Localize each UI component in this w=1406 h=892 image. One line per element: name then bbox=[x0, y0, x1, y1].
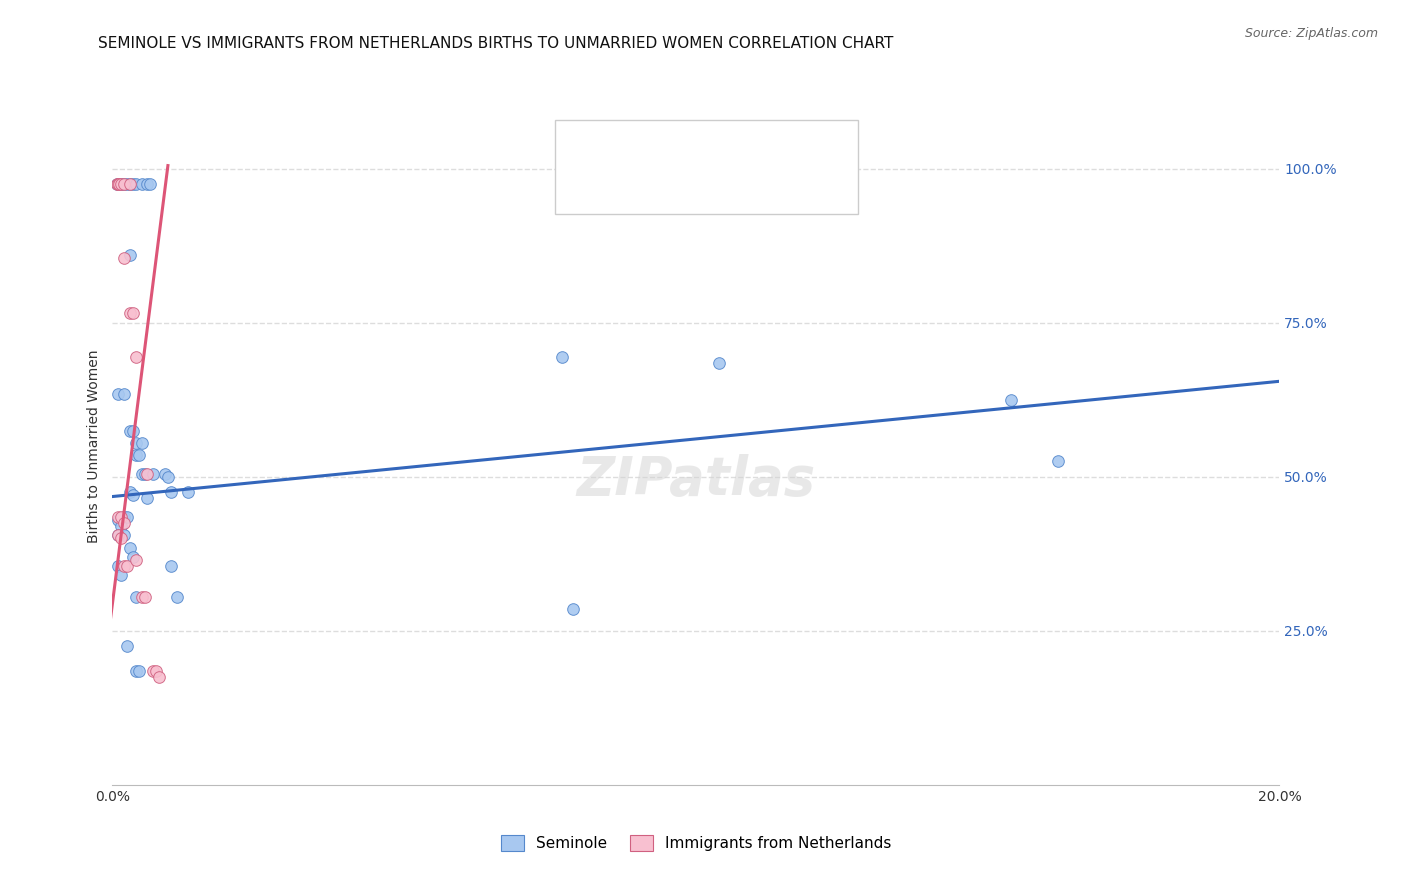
Text: 44: 44 bbox=[780, 136, 806, 153]
Point bbox=[156, 470, 179, 484]
Point bbox=[122, 177, 145, 191]
Point bbox=[136, 491, 159, 506]
Text: R =: R = bbox=[623, 178, 662, 195]
Text: SEMINOLE VS IMMIGRANTS FROM NETHERLANDS BIRTHS TO UNMARRIED WOMEN CORRELATION CH: SEMINOLE VS IMMIGRANTS FROM NETHERLANDS … bbox=[98, 36, 894, 51]
Point bbox=[110, 532, 132, 546]
Point bbox=[107, 177, 129, 191]
Point bbox=[125, 553, 148, 567]
Point bbox=[128, 664, 150, 678]
Point bbox=[562, 602, 585, 616]
Point bbox=[134, 467, 156, 481]
Point bbox=[148, 670, 170, 684]
Point bbox=[107, 528, 129, 542]
Point bbox=[177, 485, 200, 500]
Point bbox=[139, 177, 162, 191]
Text: 0.676: 0.676 bbox=[668, 178, 724, 195]
Point bbox=[112, 251, 135, 265]
Point bbox=[131, 177, 153, 191]
Point bbox=[112, 528, 135, 542]
Point bbox=[122, 424, 145, 438]
Point bbox=[166, 590, 188, 604]
Point bbox=[112, 177, 135, 191]
Point bbox=[115, 177, 138, 191]
Point bbox=[107, 559, 129, 574]
Point bbox=[118, 306, 141, 320]
Y-axis label: Births to Unmarried Women: Births to Unmarried Women bbox=[87, 350, 101, 542]
Point bbox=[105, 177, 128, 191]
Point bbox=[112, 516, 135, 530]
Point bbox=[118, 248, 141, 262]
Point bbox=[107, 513, 129, 527]
Text: 0.139: 0.139 bbox=[668, 136, 724, 153]
Point bbox=[110, 177, 132, 191]
Point bbox=[110, 509, 132, 524]
Point bbox=[110, 519, 132, 533]
Point bbox=[125, 664, 148, 678]
Point bbox=[118, 177, 141, 191]
Text: Source: ZipAtlas.com: Source: ZipAtlas.com bbox=[1244, 27, 1378, 40]
Point bbox=[131, 590, 153, 604]
Point bbox=[107, 509, 129, 524]
Point bbox=[1046, 454, 1069, 468]
Point bbox=[128, 448, 150, 462]
Point bbox=[112, 386, 135, 401]
Text: ZIPatlas: ZIPatlas bbox=[576, 454, 815, 506]
Legend: Seminole, Immigrants from Netherlands: Seminole, Immigrants from Netherlands bbox=[494, 828, 898, 859]
Point bbox=[107, 528, 129, 542]
Text: N =: N = bbox=[738, 136, 778, 153]
Point bbox=[145, 664, 167, 678]
Point bbox=[131, 467, 153, 481]
Point bbox=[105, 177, 128, 191]
Point bbox=[122, 549, 145, 564]
Point bbox=[153, 467, 176, 481]
Point bbox=[110, 177, 132, 191]
Text: R =: R = bbox=[623, 136, 662, 153]
Point bbox=[134, 590, 156, 604]
Point bbox=[136, 177, 159, 191]
Point bbox=[551, 350, 574, 364]
Point bbox=[125, 436, 148, 450]
Text: N =: N = bbox=[738, 178, 778, 195]
Point bbox=[112, 177, 135, 191]
Point bbox=[110, 568, 132, 582]
Point bbox=[1000, 392, 1022, 407]
Point bbox=[709, 356, 731, 370]
Point bbox=[125, 590, 148, 604]
Point bbox=[131, 436, 153, 450]
Point bbox=[107, 386, 129, 401]
Point bbox=[125, 448, 148, 462]
Point bbox=[160, 485, 183, 500]
Point bbox=[136, 467, 159, 481]
Point bbox=[112, 559, 135, 574]
Point bbox=[125, 177, 148, 191]
Point bbox=[122, 306, 145, 320]
Point bbox=[118, 485, 141, 500]
Point bbox=[112, 509, 135, 524]
Point bbox=[108, 177, 131, 191]
Point bbox=[142, 467, 165, 481]
Point bbox=[115, 640, 138, 654]
Point bbox=[115, 509, 138, 524]
Point bbox=[142, 664, 165, 678]
Point bbox=[118, 424, 141, 438]
Point bbox=[160, 559, 183, 574]
Point bbox=[118, 177, 141, 191]
Point bbox=[115, 559, 138, 574]
Point bbox=[118, 541, 141, 555]
Point bbox=[125, 350, 148, 364]
Text: 24: 24 bbox=[780, 178, 806, 195]
Point bbox=[122, 488, 145, 502]
